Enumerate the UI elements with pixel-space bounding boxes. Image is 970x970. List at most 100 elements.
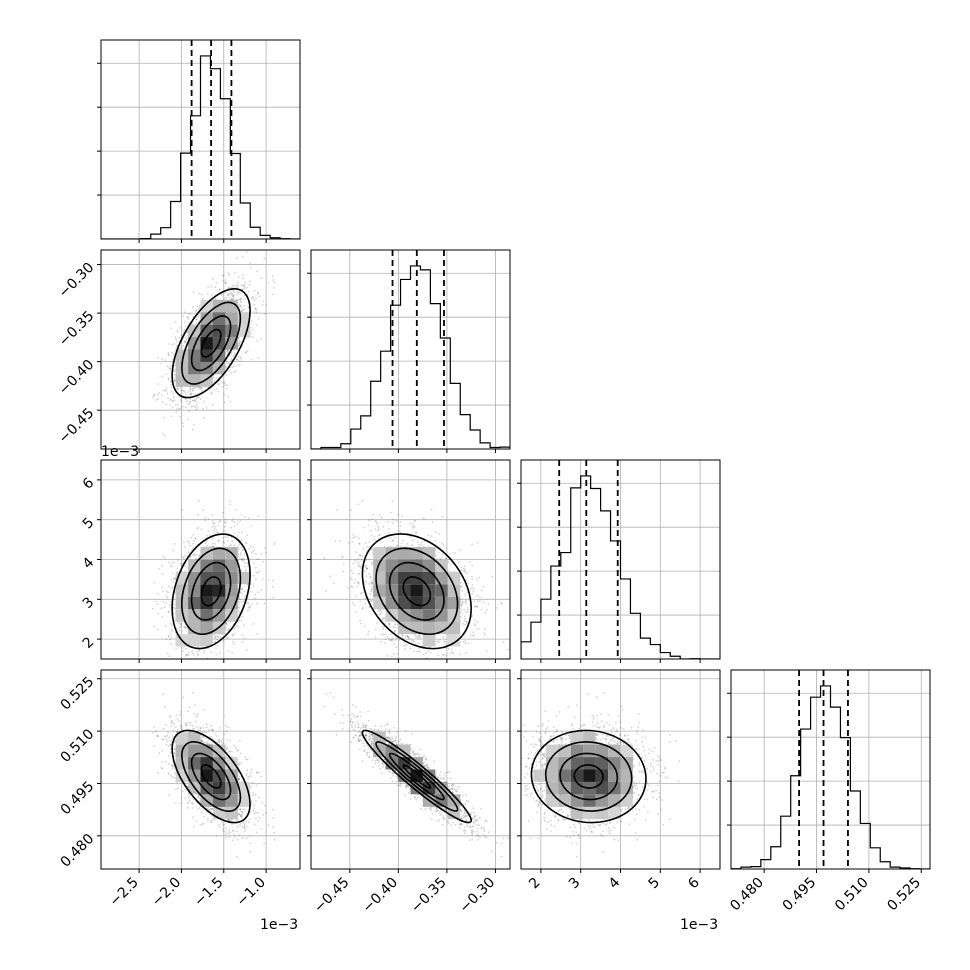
sample-point bbox=[155, 600, 157, 603]
sample-point bbox=[177, 559, 179, 562]
density-cell bbox=[175, 584, 188, 597]
sample-point bbox=[227, 349, 230, 352]
sample-point bbox=[230, 298, 233, 301]
sample-point bbox=[228, 544, 231, 547]
sample-point bbox=[227, 294, 230, 297]
sample-point bbox=[246, 534, 249, 536]
sample-point bbox=[161, 616, 164, 618]
sample-point bbox=[247, 306, 250, 309]
sample-point bbox=[198, 386, 201, 389]
sample-point bbox=[200, 387, 203, 390]
sample-point bbox=[185, 337, 188, 340]
sample-point bbox=[433, 665, 435, 667]
sample-point bbox=[174, 338, 177, 340]
sample-point bbox=[255, 324, 258, 326]
density-cell bbox=[188, 596, 201, 610]
sample-point bbox=[228, 297, 231, 299]
sample-point bbox=[174, 577, 176, 579]
density-cell bbox=[212, 547, 226, 560]
sample-point bbox=[238, 343, 240, 345]
sample-point bbox=[261, 304, 264, 306]
density-cell bbox=[200, 621, 213, 635]
sample-point bbox=[214, 668, 216, 670]
sample-point bbox=[243, 565, 246, 568]
sample-point bbox=[358, 565, 361, 568]
sample-point bbox=[215, 281, 218, 284]
sample-point bbox=[204, 519, 207, 522]
sample-point bbox=[216, 638, 218, 641]
sample-point bbox=[218, 383, 221, 385]
sample-point bbox=[223, 401, 226, 404]
sample-point bbox=[167, 343, 170, 345]
sample-point bbox=[252, 296, 255, 298]
sample-point bbox=[157, 592, 159, 595]
sample-point bbox=[179, 416, 181, 418]
sample-point bbox=[202, 407, 204, 410]
sample-point bbox=[380, 611, 383, 613]
sample-point bbox=[391, 655, 393, 658]
sample-point bbox=[169, 633, 172, 635]
sample-point bbox=[197, 305, 199, 308]
sample-point bbox=[167, 351, 170, 354]
sample-point bbox=[240, 569, 243, 571]
sample-point bbox=[201, 293, 203, 296]
sample-point bbox=[191, 323, 193, 325]
sample-point bbox=[187, 540, 189, 542]
sample-point bbox=[190, 405, 193, 408]
sample-point bbox=[246, 350, 249, 352]
sample-point bbox=[356, 581, 359, 583]
sample-point bbox=[272, 579, 274, 582]
sample-point bbox=[211, 514, 214, 516]
sample-point bbox=[255, 566, 257, 569]
sample-point bbox=[187, 654, 190, 656]
sample-point bbox=[163, 434, 166, 437]
sample-point bbox=[180, 623, 183, 625]
sample-point bbox=[184, 311, 187, 314]
sample-point bbox=[211, 403, 214, 406]
sample-point bbox=[226, 637, 229, 640]
sample-point bbox=[228, 273, 231, 276]
sample-point bbox=[227, 395, 230, 398]
sample-point bbox=[247, 602, 250, 605]
sample-point bbox=[230, 536, 233, 539]
sample-point bbox=[401, 634, 404, 636]
sample-point bbox=[455, 664, 457, 666]
sample-point bbox=[240, 552, 243, 554]
sample-point bbox=[247, 606, 250, 609]
sample-point bbox=[413, 519, 416, 522]
sample-point bbox=[257, 571, 259, 574]
sample-point bbox=[172, 577, 175, 580]
sample-point bbox=[237, 521, 240, 523]
sample-point bbox=[153, 625, 156, 628]
sample-point bbox=[228, 628, 230, 630]
sample-point bbox=[221, 293, 224, 296]
sample-point bbox=[192, 315, 195, 318]
sample-point bbox=[224, 282, 227, 285]
sample-point bbox=[254, 307, 257, 310]
sample-point bbox=[236, 358, 238, 361]
sample-point bbox=[246, 584, 249, 586]
sample-point bbox=[393, 642, 396, 645]
sample-point bbox=[239, 298, 242, 300]
sample-point bbox=[237, 364, 240, 367]
sample-point bbox=[418, 635, 421, 638]
sample-point bbox=[246, 562, 249, 565]
sample-point bbox=[399, 521, 402, 523]
sample-point bbox=[241, 592, 244, 595]
sample-point bbox=[386, 536, 388, 539]
sample-point bbox=[188, 322, 190, 324]
sample-point bbox=[175, 648, 178, 650]
sample-point bbox=[193, 423, 195, 426]
sample-point bbox=[226, 629, 229, 632]
sample-point bbox=[183, 681, 185, 683]
sample-point bbox=[187, 313, 190, 315]
sample-point bbox=[157, 398, 159, 400]
sample-point bbox=[187, 316, 189, 319]
sample-point bbox=[156, 603, 159, 605]
sample-point bbox=[211, 537, 214, 540]
sample-point bbox=[253, 311, 256, 313]
sample-point bbox=[231, 634, 234, 636]
sample-point bbox=[273, 281, 276, 284]
sample-point bbox=[213, 531, 216, 534]
sample-point bbox=[258, 295, 261, 298]
